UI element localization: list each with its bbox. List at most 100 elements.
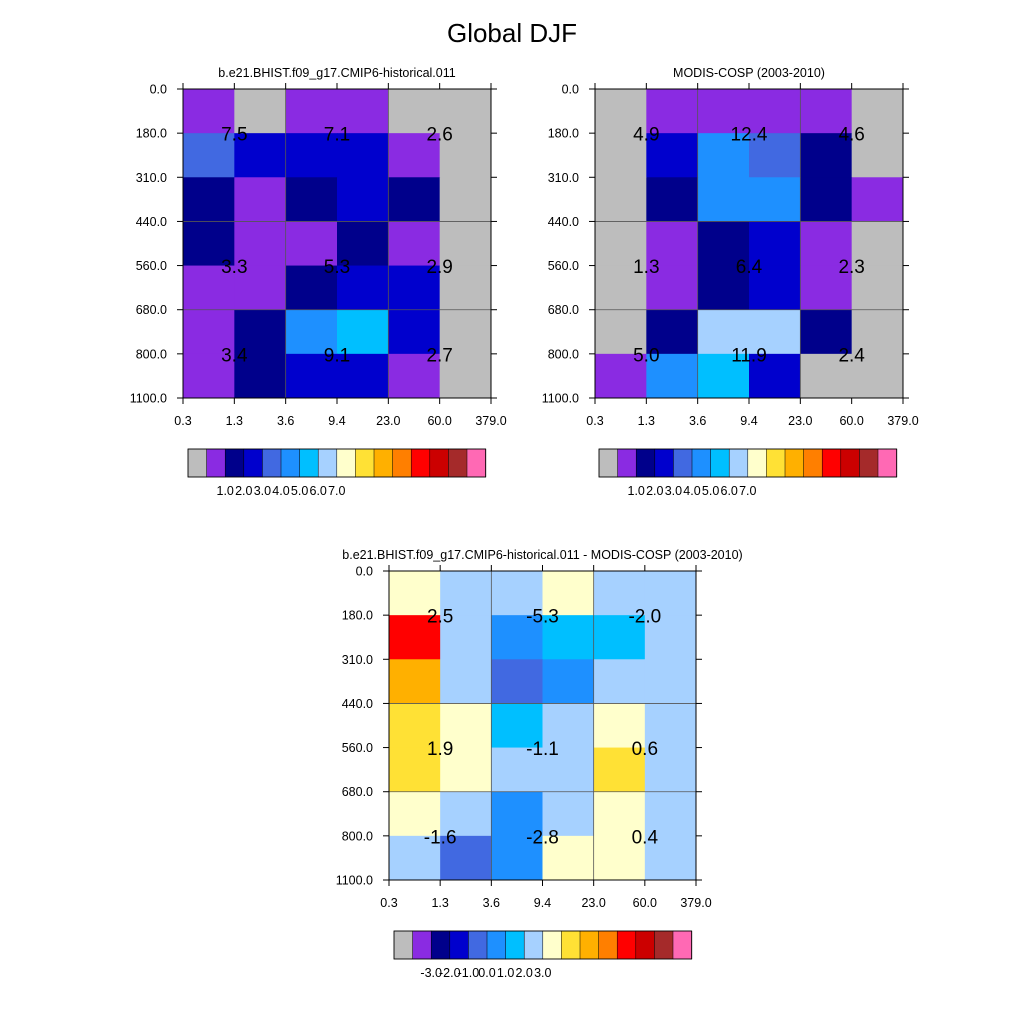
heatmap-cell xyxy=(388,353,441,399)
heatmap-cell xyxy=(697,265,750,311)
heatmap-cell xyxy=(595,309,647,355)
heatmap-cell xyxy=(337,353,389,399)
box-value-label: -2.0 xyxy=(628,607,661,628)
x-tick-label: 23.0 xyxy=(376,414,400,428)
heatmap-cell xyxy=(593,835,646,881)
box-value-label: 11.9 xyxy=(731,345,767,366)
heatmap-cell xyxy=(389,571,441,616)
heatmap-cell xyxy=(337,221,389,267)
heatmap-cell xyxy=(439,265,492,311)
heatmap-cell xyxy=(285,133,338,178)
heatmap-cell xyxy=(491,835,543,881)
figure-title: Global DJF xyxy=(446,18,578,48)
colorbar-swatch xyxy=(262,448,282,478)
heatmap-cell xyxy=(388,133,441,178)
heatmap-cell xyxy=(851,353,904,399)
box-value-label: 2.7 xyxy=(426,345,452,366)
colorbar-swatch xyxy=(598,930,618,960)
colorbar-frame xyxy=(393,930,693,960)
heatmap-cell xyxy=(440,791,492,837)
colorbar-swatch xyxy=(505,930,525,960)
heatmap-cell xyxy=(285,221,338,267)
y-tick-label: 0.0 xyxy=(150,83,167,97)
heatmap-cell xyxy=(749,265,801,311)
heatmap-cell xyxy=(644,835,697,881)
box-value-label: 2.5 xyxy=(427,607,453,628)
colorbar-tick-label: 3.0 xyxy=(665,484,682,498)
heatmap-cell xyxy=(491,703,543,749)
x-tick-label: 3.6 xyxy=(483,896,500,910)
colorbar-swatch xyxy=(317,448,338,478)
colorbar-swatch xyxy=(617,448,637,478)
heatmap-cell xyxy=(337,133,389,178)
heatmap-cell xyxy=(749,221,801,267)
heatmap-cell xyxy=(749,353,801,399)
heatmap-cell xyxy=(183,309,235,355)
x-tick-label: 1.3 xyxy=(431,896,448,910)
heatmap-cell xyxy=(388,89,441,134)
panel-title: MODIS-COSP (2003-2010) xyxy=(673,66,825,80)
heatmap-cell xyxy=(285,177,338,222)
colorbar-tick-label: 2.0 xyxy=(235,484,252,498)
heatmap-cell xyxy=(491,659,543,704)
heatmap-cell xyxy=(234,177,287,222)
box-value-label: 2.4 xyxy=(838,345,865,366)
colorbar-swatch xyxy=(579,930,600,960)
colorbar-swatch xyxy=(672,930,693,960)
colorbar-tick-label: 1.0 xyxy=(628,484,645,498)
heatmap-cell xyxy=(388,265,441,311)
x-tick-label: 9.4 xyxy=(328,414,345,428)
box-value-label: -2.8 xyxy=(526,827,559,848)
colorbar-swatch xyxy=(840,448,860,478)
heatmap-cell xyxy=(234,133,287,178)
colorbar-tick-label: -3.0 xyxy=(420,966,442,980)
y-tick-label: 560.0 xyxy=(548,259,579,273)
colorbar-swatch xyxy=(747,448,767,478)
colorbar-swatch xyxy=(448,448,468,478)
heatmap-cell xyxy=(644,703,697,749)
heatmap-cell xyxy=(697,177,750,222)
heatmap-cell xyxy=(491,791,543,837)
heatmap-cell xyxy=(646,133,699,178)
heatmap-cell xyxy=(542,615,595,660)
box-value-label: 7.5 xyxy=(221,125,247,146)
heatmap-cell xyxy=(593,791,646,837)
colorbar-swatch xyxy=(355,448,375,478)
colorbar-swatch xyxy=(654,448,674,478)
heatmap-cell xyxy=(697,221,750,267)
box-value-label: 2.9 xyxy=(426,257,452,278)
heatmap-cell xyxy=(183,265,235,311)
y-tick-label: 0.0 xyxy=(356,565,373,579)
heatmap-cell xyxy=(644,659,697,704)
heatmap-cell xyxy=(183,353,235,399)
heatmap-cell xyxy=(337,177,389,222)
heatmap-cell xyxy=(800,133,853,178)
box-value-label: 5.0 xyxy=(633,345,659,366)
heatmap-cell xyxy=(440,703,492,749)
y-tick-label: 1100.0 xyxy=(542,392,579,406)
y-tick-label: 560.0 xyxy=(342,741,373,755)
box-value-label: 0.6 xyxy=(632,739,658,760)
heatmap-cell xyxy=(542,791,595,837)
colorbar-tick-label: 1.0 xyxy=(217,484,234,498)
colorbar-swatch xyxy=(466,448,487,478)
colorbar-tick-label: 2.0 xyxy=(516,966,533,980)
colorbar-swatch xyxy=(728,448,749,478)
heatmap-cell xyxy=(388,221,441,267)
heatmap-cell xyxy=(646,309,699,355)
colorbar-frame xyxy=(598,448,898,478)
colorbar-tick-label: 7.0 xyxy=(739,484,756,498)
heatmap-cell xyxy=(183,133,235,178)
heatmap-cell xyxy=(697,89,750,134)
heatmap-cell xyxy=(183,89,235,134)
heatmap-cell xyxy=(491,571,543,616)
x-tick-label: 1.3 xyxy=(226,414,243,428)
heatmap-cell xyxy=(234,353,287,399)
heatmap-cell xyxy=(749,309,801,355)
heatmap-cell xyxy=(234,309,287,355)
colorbar-swatch xyxy=(299,448,319,478)
heatmap-cell xyxy=(285,89,338,134)
colorbar-swatch xyxy=(486,930,507,960)
panel-3: b.e21.BHIST.f09_g17.CMIP6-historical.011… xyxy=(336,548,743,980)
